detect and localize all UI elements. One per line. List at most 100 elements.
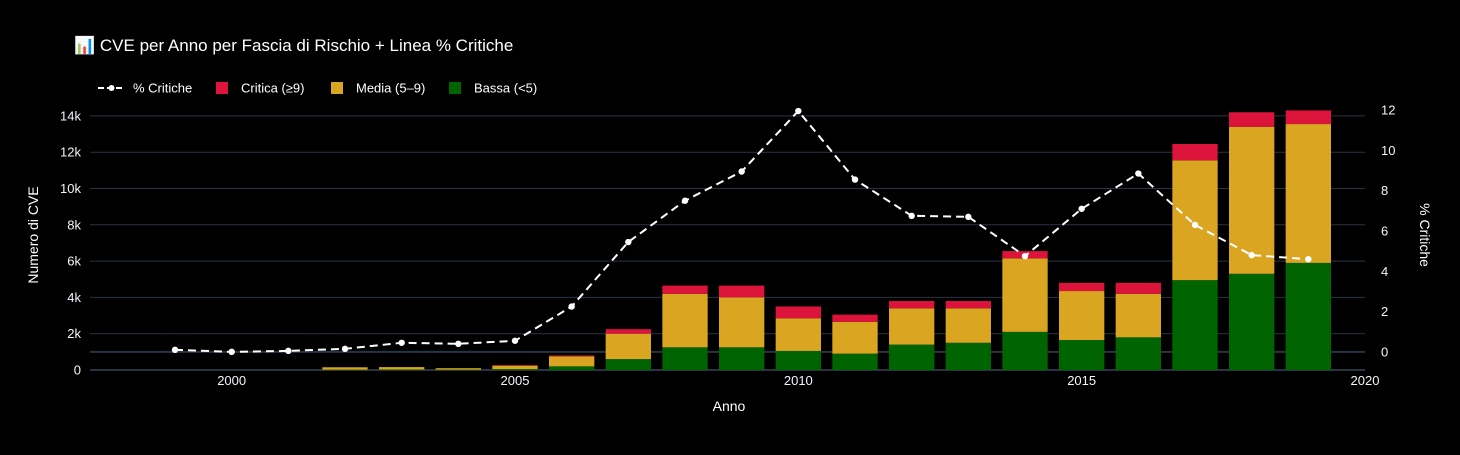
y-tick-label: 0 xyxy=(74,363,81,378)
critiche-point-2012 xyxy=(908,212,915,220)
bar-media-2010 xyxy=(775,318,821,351)
bar-media-2007 xyxy=(605,333,651,360)
y2-tick-label: 4 xyxy=(1381,264,1388,279)
bar-media-2013 xyxy=(945,308,991,343)
critiche-point-2008 xyxy=(681,197,689,204)
bar-bassa-2016 xyxy=(1115,337,1161,370)
y-tick-label: 4k xyxy=(67,290,81,305)
legend-item[interactable]: % Critiche xyxy=(98,81,192,96)
y2-tick-label: 10 xyxy=(1381,143,1395,158)
bar-media-2017 xyxy=(1172,160,1218,281)
bar-critica-2011 xyxy=(832,314,878,322)
critiche-point-2010 xyxy=(795,107,802,115)
bar-media-2012 xyxy=(889,308,935,345)
bar-critica-2018 xyxy=(1229,112,1275,127)
bar-critica-2017 xyxy=(1172,144,1218,161)
bar-critica-2006 xyxy=(549,355,595,357)
bar-bassa-2010 xyxy=(775,350,821,370)
bar-bassa-2018 xyxy=(1229,273,1275,370)
bar-critica-2009 xyxy=(719,285,765,298)
bar-bassa-2006 xyxy=(549,366,595,370)
bar-media-2011 xyxy=(832,321,878,354)
bar-critica-2005 xyxy=(492,365,538,366)
bar-critica-2007 xyxy=(605,329,651,334)
bar-media-2005 xyxy=(492,365,538,370)
bar-media-2004 xyxy=(435,368,481,370)
x-tick-label: 2005 xyxy=(501,373,530,388)
critiche-point-1999 xyxy=(171,346,179,354)
bar-bassa-2012 xyxy=(889,344,935,370)
legend-swatch-icon xyxy=(449,82,461,94)
x-axis-title: Anno xyxy=(713,398,746,414)
bar-bassa-2002 xyxy=(322,369,368,371)
bar-bassa-2017 xyxy=(1172,280,1218,370)
bar-bassa-2014 xyxy=(1002,331,1048,370)
bar-critica-2016 xyxy=(1115,282,1161,294)
legend-item[interactable]: Critica (≥9) xyxy=(216,81,304,96)
y-tick-label: 10k xyxy=(60,181,81,196)
y2-tick-label: 0 xyxy=(1381,344,1388,359)
y-tick-label: 12k xyxy=(60,145,81,160)
critiche-point-2017 xyxy=(1191,221,1199,229)
y-tick-label: 6k xyxy=(67,254,81,269)
bar-bassa-2008 xyxy=(662,347,708,370)
critiche-point-2006 xyxy=(568,303,575,310)
x-tick-label: 2020 xyxy=(1351,373,1380,388)
y2-tick-label: 2 xyxy=(1381,304,1388,319)
bar-media-2003 xyxy=(379,367,425,370)
x-tick-label: 2000 xyxy=(217,373,246,388)
line-layer xyxy=(171,107,1312,356)
legend[interactable]: % Critiche Critica (≥9) Media (5–9) Bassa (… xyxy=(98,81,537,96)
bar-bassa-2013 xyxy=(945,342,991,370)
legend-label: Media (5–9) xyxy=(356,81,425,96)
legend-item[interactable]: Media (5–9) xyxy=(331,81,425,96)
bars-layer xyxy=(322,110,1331,371)
y-tick-label: 14k xyxy=(60,108,81,123)
bar-bassa-2015 xyxy=(1059,340,1105,370)
y2-tick-label: 6 xyxy=(1381,223,1388,238)
critiche-point-2005 xyxy=(511,337,519,344)
bar-bassa-2007 xyxy=(605,359,651,370)
legend-label: Bassa (<5) xyxy=(474,81,537,96)
bar-media-2002 xyxy=(322,367,368,370)
critiche-point-2019 xyxy=(1305,255,1312,263)
legend-item[interactable]: Bassa (<5) xyxy=(449,81,537,96)
critiche-point-2018 xyxy=(1248,251,1255,259)
critiche-point-2014 xyxy=(1021,252,1029,260)
chart-title: 📊 CVE per Anno per Fascia di Rischio + L… xyxy=(74,35,513,55)
critiche-point-2004 xyxy=(455,340,462,348)
critiche-point-2013 xyxy=(965,213,972,221)
critiche-point-2001 xyxy=(285,347,292,355)
bar-bassa-2005 xyxy=(492,369,538,370)
bar-critica-2008 xyxy=(662,285,708,294)
bar-bassa-2011 xyxy=(832,353,878,370)
y2-axis-title: % Critiche xyxy=(1417,203,1433,267)
bar-media-2016 xyxy=(1115,293,1161,338)
bar-critica-2010 xyxy=(775,306,821,319)
x-tick-label: 2010 xyxy=(784,373,813,388)
y-tick-label: 2k xyxy=(67,326,81,341)
y2-tick-label: 12 xyxy=(1381,103,1395,118)
x-tick-label: 2015 xyxy=(1067,373,1096,388)
bar-media-2006 xyxy=(549,356,595,367)
critiche-point-2009 xyxy=(738,168,745,175)
bar-critica-2013 xyxy=(945,301,991,309)
bar-media-2008 xyxy=(662,293,708,348)
legend-label: Critica (≥9) xyxy=(241,81,304,96)
critiche-point-2016 xyxy=(1135,170,1142,177)
critiche-point-2011 xyxy=(851,176,859,183)
bar-media-2019 xyxy=(1285,124,1331,263)
critiche-point-2002 xyxy=(341,345,349,353)
critiche-point-2003 xyxy=(398,339,405,346)
bar-critica-2015 xyxy=(1059,282,1105,292)
bar-bassa-2019 xyxy=(1285,262,1331,370)
bar-media-2009 xyxy=(719,297,765,348)
bar-bassa-2003 xyxy=(379,369,425,370)
bar-bassa-2004 xyxy=(435,369,481,371)
critiche-point-2015 xyxy=(1078,205,1085,212)
y2-tick-label: 8 xyxy=(1381,183,1388,198)
y-axis-title: Numero di CVE xyxy=(25,186,41,283)
bar-critica-2012 xyxy=(889,301,935,309)
